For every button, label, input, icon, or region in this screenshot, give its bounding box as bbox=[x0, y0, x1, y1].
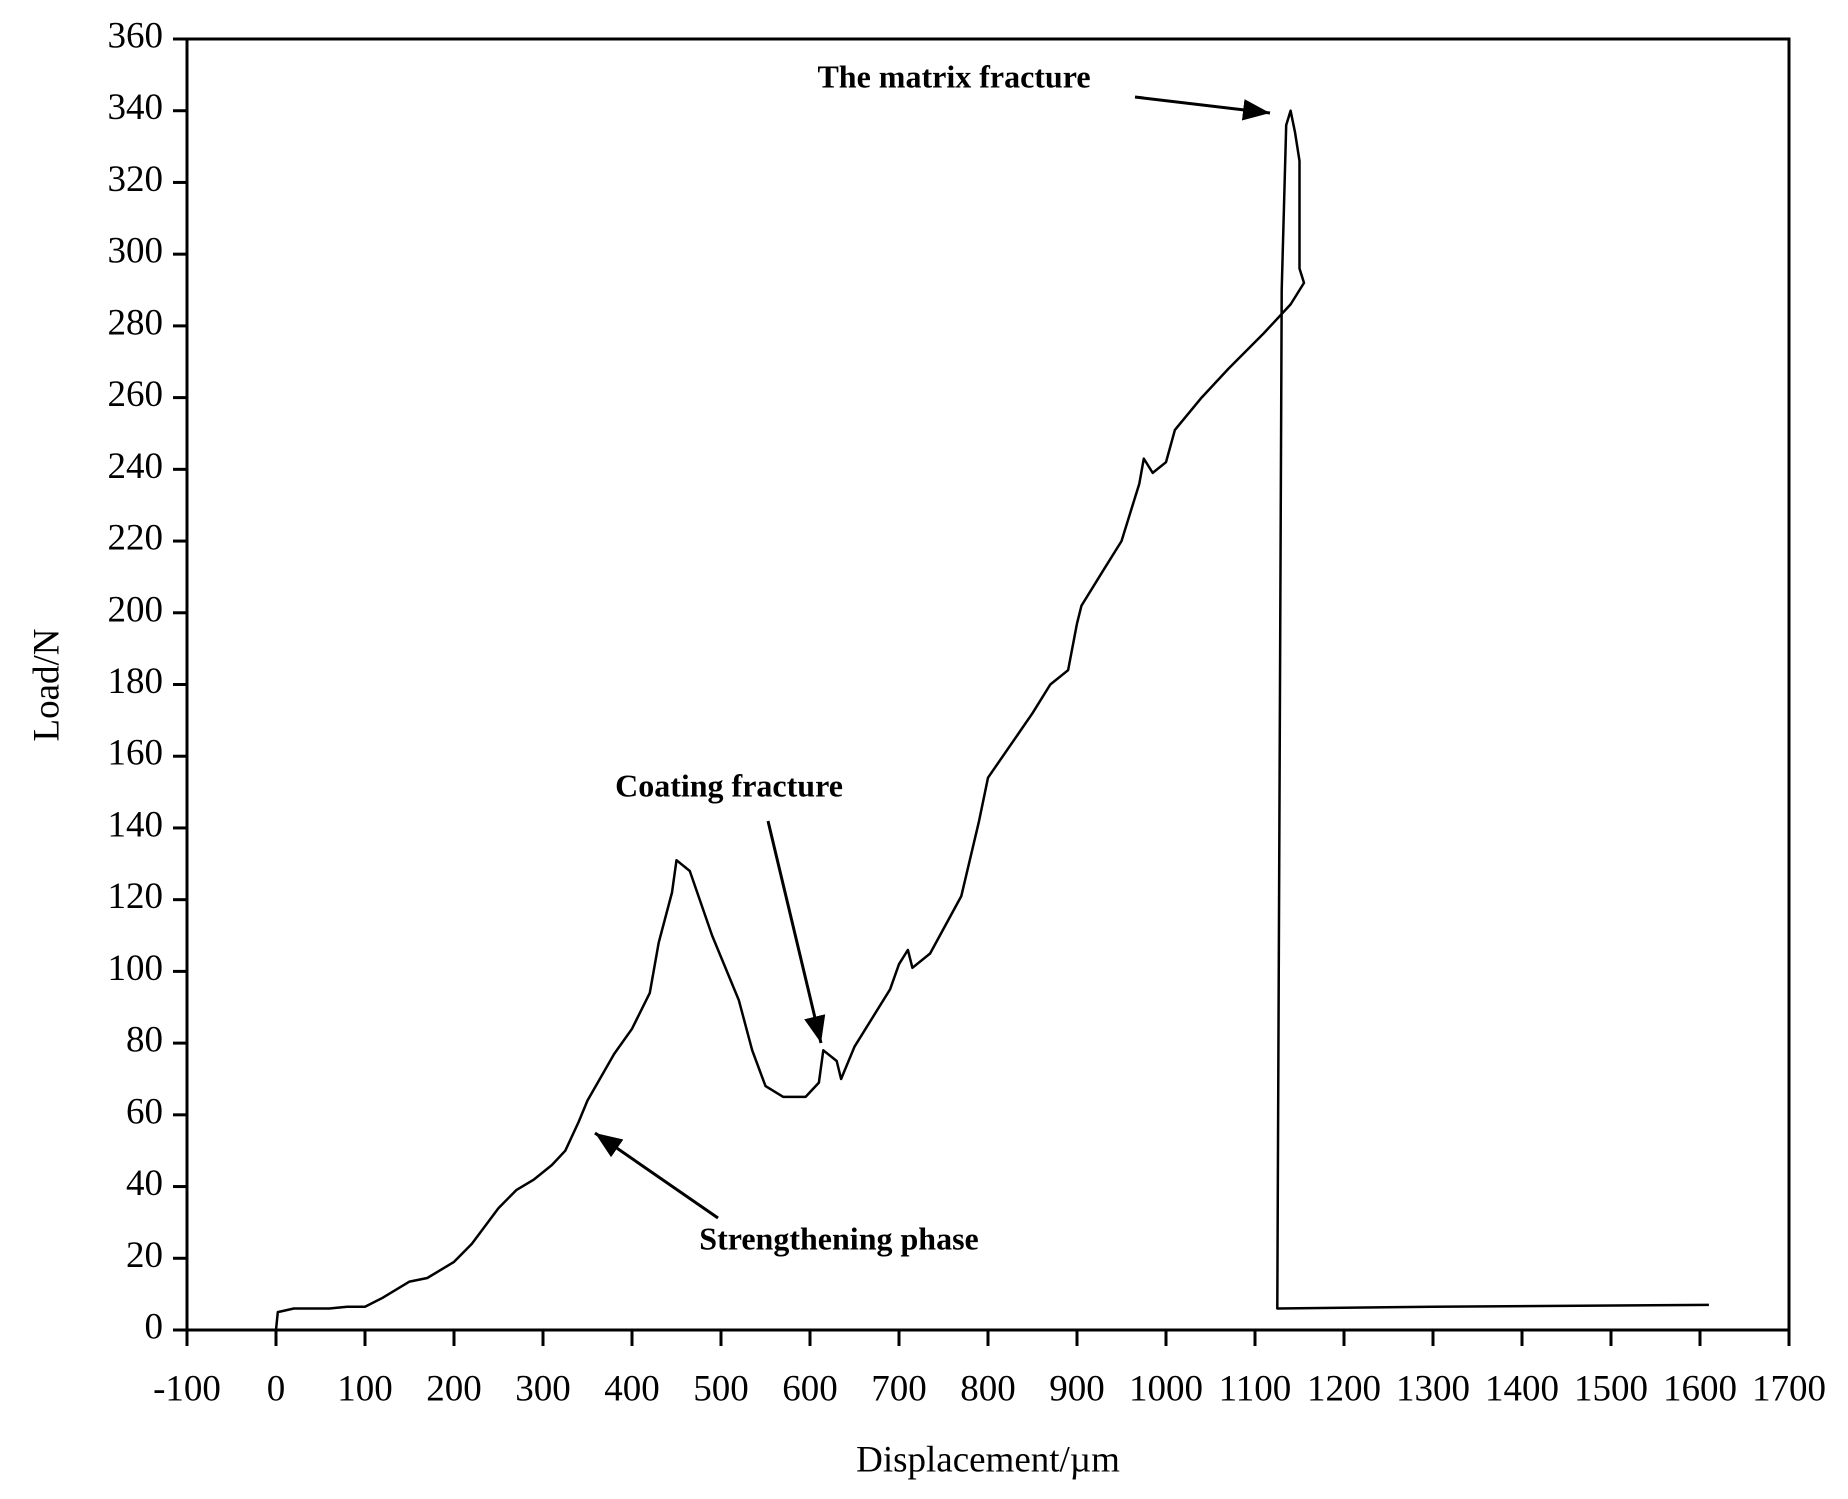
plot-frame bbox=[185, 37, 1791, 1332]
annotation: The matrix fracture bbox=[817, 58, 1090, 94]
x-tick-label: 1300 bbox=[1396, 1368, 1470, 1409]
x-tick-label: 1400 bbox=[1485, 1368, 1559, 1409]
x-tick-label: 800 bbox=[960, 1368, 1016, 1409]
y-tick-label: 120 bbox=[108, 876, 164, 917]
x-tick-label: 1000 bbox=[1129, 1368, 1203, 1409]
x-tick-label: 600 bbox=[782, 1368, 838, 1409]
y-tick-label: 200 bbox=[108, 589, 164, 630]
data-line bbox=[274, 109, 1709, 1331]
y-tick-label: 0 bbox=[145, 1306, 164, 1347]
x-tick-label: 700 bbox=[871, 1368, 927, 1409]
x-tick-label: 0 bbox=[267, 1368, 286, 1409]
y-tick-label: 220 bbox=[108, 518, 164, 559]
x-tick-label: 900 bbox=[1049, 1368, 1105, 1409]
y-axis-label: Load/N bbox=[26, 628, 67, 741]
x-tick-label: 1700 bbox=[1752, 1368, 1826, 1409]
x-tick-label: 500 bbox=[693, 1368, 749, 1409]
y-tick-label: 80 bbox=[126, 1020, 163, 1061]
x-tick-label: 1600 bbox=[1663, 1368, 1737, 1409]
x-axis-label: Displacement/µm bbox=[856, 1439, 1120, 1480]
y-tick-label: 40 bbox=[126, 1163, 163, 1204]
y-tick-label: 360 bbox=[108, 15, 164, 56]
y-tick-label: 280 bbox=[108, 302, 164, 343]
annotation: Coating fracture bbox=[615, 767, 843, 803]
y-tick-label: 320 bbox=[108, 159, 164, 200]
y-tick-label: 160 bbox=[108, 733, 164, 774]
y-tick-label: 140 bbox=[108, 804, 164, 845]
y-tick-label: 340 bbox=[108, 87, 164, 128]
annotation-arrow bbox=[1134, 95, 1271, 121]
annotation-arrow bbox=[766, 820, 826, 1044]
x-tick-label: -100 bbox=[153, 1368, 221, 1409]
y-tick-label: 20 bbox=[126, 1235, 163, 1276]
x-tick-label: 1100 bbox=[1219, 1368, 1292, 1409]
y-tick-label: 240 bbox=[108, 446, 164, 487]
x-tick-label: 400 bbox=[604, 1368, 660, 1409]
annotation: Strengthening phase bbox=[699, 1220, 978, 1256]
x-tick-label: 300 bbox=[515, 1368, 571, 1409]
y-tick-label: 60 bbox=[126, 1091, 163, 1132]
y-tick-label: 180 bbox=[108, 661, 164, 702]
y-tick-label: 100 bbox=[108, 948, 164, 989]
x-tick-label: 200 bbox=[426, 1368, 482, 1409]
x-tick-label: 1500 bbox=[1574, 1368, 1648, 1409]
x-tick-label: 100 bbox=[337, 1368, 393, 1409]
x-tick-label: 1200 bbox=[1307, 1368, 1381, 1409]
annotation-arrow bbox=[594, 1131, 719, 1220]
y-tick-label: 300 bbox=[108, 231, 164, 272]
y-tick-label: 260 bbox=[108, 374, 164, 415]
